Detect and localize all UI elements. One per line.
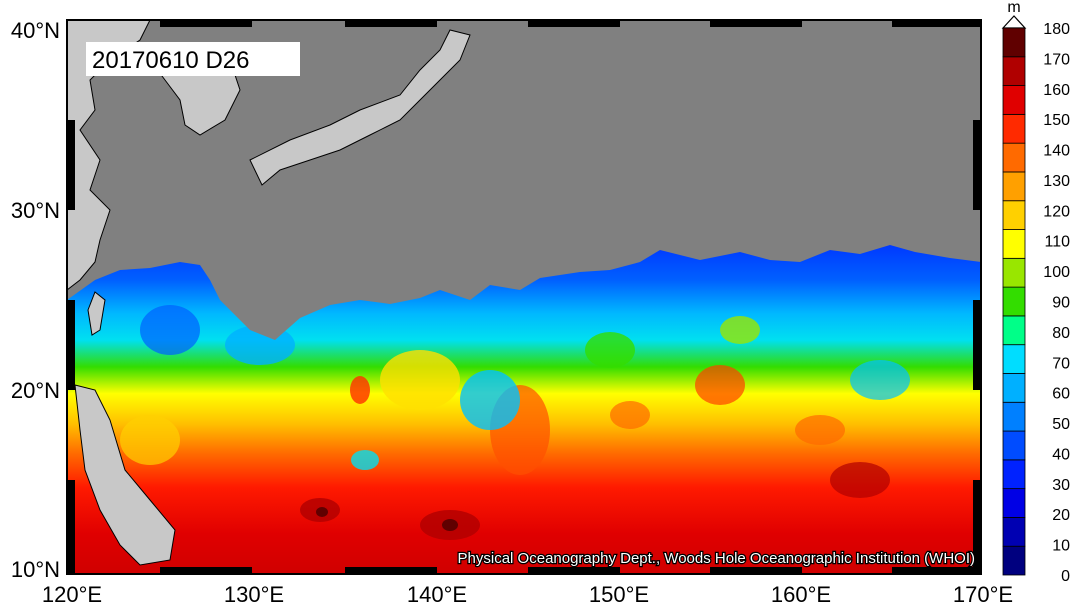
colorbar-cell	[1002, 430, 1026, 461]
colorbar-cell	[1002, 344, 1026, 374]
lat-tick-label: 40°N	[11, 18, 60, 43]
colorbar-tick-label: 60	[1052, 386, 1070, 403]
colorbar-tick-label: 0	[1061, 568, 1070, 585]
colorbar: m 0 10 20 30 40 50 60 70 80 90 100 110 120 130 140 150 1…	[1001, 0, 1070, 585]
colorbar-extend-arrow	[1001, 15, 1027, 29]
colorbar-tick-label: 70	[1052, 355, 1070, 372]
colorbar-tick-label: 50	[1052, 416, 1070, 433]
lon-axis: 120°E 130°E 140°E 150°E 160°E 170°E	[42, 582, 1013, 606]
lat-tick-label: 10°N	[11, 557, 60, 582]
lat-tick-label: 30°N	[11, 198, 60, 223]
colorbar-labels: 0 10 20 30 40 50 60 70 80 90 100 110 120 130 140 150 160…	[1043, 21, 1070, 585]
colorbar-tick-label: 100	[1043, 264, 1070, 281]
lat-axis: 10°N 20°N 30°N 40°N	[11, 18, 60, 582]
colorbar-tick-label: 140	[1043, 143, 1070, 160]
lon-tick-label: 140°E	[407, 582, 467, 606]
colorbar-cell	[1002, 56, 1026, 86]
eddy-patches	[120, 305, 910, 540]
lon-tick-label: 130°E	[224, 582, 284, 606]
colorbar-cell	[1002, 401, 1026, 432]
colorbar-tick-label: 90	[1052, 295, 1070, 312]
map-frame	[66, 19, 982, 575]
colorbar-cell	[1002, 286, 1026, 317]
colorbar-tick-label: 130	[1043, 173, 1070, 190]
frame-ticks	[67, 20, 981, 574]
colorbar-tick-label: 80	[1052, 325, 1070, 342]
colorbar-cell	[1002, 142, 1026, 173]
colorbar-tick-label: 170	[1043, 51, 1070, 68]
colorbar-tick-label: 40	[1052, 446, 1070, 463]
colorbar-cell	[1002, 517, 1026, 547]
colorbar-cell	[1002, 545, 1026, 576]
colorbar-cell	[1002, 488, 1026, 518]
lon-tick-label: 150°E	[589, 582, 649, 606]
colorbar-tick-label: 120	[1043, 203, 1070, 220]
colorbar-cell	[1002, 171, 1026, 202]
colorbar-cell	[1002, 200, 1026, 230]
colorbar-cell	[1002, 257, 1026, 288]
colorbar-tick-label: 150	[1043, 112, 1070, 129]
lon-tick-label: 170°E	[953, 582, 1013, 606]
map-area	[67, 20, 981, 574]
colorbar-tick-label: 10	[1052, 538, 1070, 555]
lon-tick-label: 160°E	[771, 582, 831, 606]
colorbar-cell	[1002, 373, 1026, 403]
date-stamp: 20170610 D26	[86, 42, 300, 76]
colorbar-cell	[1002, 315, 1026, 346]
lon-tick-label: 120°E	[42, 582, 102, 606]
colorbar-tick-label: 20	[1052, 507, 1070, 524]
credit-text: Physical Oceanography Dept., Woods Hole …	[458, 550, 975, 567]
colorbar-tick-label: 30	[1052, 477, 1070, 494]
colorbar-cell	[1002, 229, 1026, 259]
colorbar-tick-label: 180	[1043, 21, 1070, 38]
colorbar-cell	[1002, 85, 1026, 115]
colorbar-cells	[1002, 27, 1026, 576]
colorbar-cell	[1002, 27, 1026, 58]
colorbar-tick-label: 160	[1043, 82, 1070, 99]
colorbar-tick-label: 110	[1044, 234, 1070, 251]
colorbar-cell	[1002, 113, 1026, 144]
no-data-region	[67, 20, 981, 340]
colorbar-cell	[1002, 459, 1026, 490]
colorbar-unit: m	[1007, 0, 1020, 16]
date-stamp-text: 20170610 D26	[92, 47, 249, 74]
lat-tick-label: 20°N	[11, 378, 60, 403]
